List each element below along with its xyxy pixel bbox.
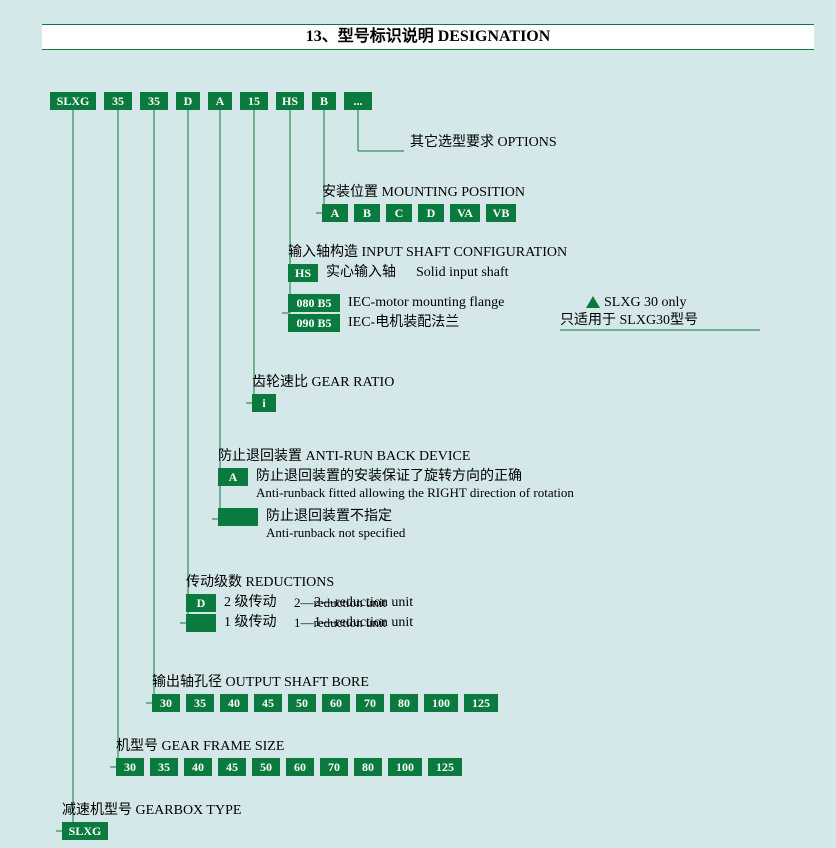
code-badge: C	[386, 204, 412, 222]
label-text: 只适用于 SLXG30型号	[560, 312, 698, 330]
label-text: 2 级传动	[224, 594, 277, 612]
code-badge: 100	[388, 758, 422, 776]
code-badge: 35	[104, 92, 132, 110]
label-text: 齿轮速比 GEAR RATIO	[252, 374, 394, 392]
connector-lines	[0, 0, 836, 848]
code-badge: 80	[354, 758, 382, 776]
label-text: 1—reduction unit	[294, 614, 386, 632]
label-text: SLXG 30 only	[604, 294, 686, 312]
code-badge: 45	[254, 694, 282, 712]
code-badge: D	[176, 92, 200, 110]
code-badge: 35	[186, 694, 214, 712]
label-text: Anti-runback fitted allowing the RIGHT d…	[256, 484, 574, 502]
code-badge: 30	[116, 758, 144, 776]
label-text: 1 级传动	[224, 614, 277, 632]
label-text: Solid input shaft	[416, 264, 509, 282]
label-text: 输出轴孔径 OUTPUT SHAFT BORE	[152, 674, 369, 692]
code-badge: 35	[140, 92, 168, 110]
code-badge: 70	[320, 758, 348, 776]
code-badge: 125	[428, 758, 462, 776]
code-badge: A	[208, 92, 232, 110]
code-badge: B	[354, 204, 380, 222]
label-text: 防止退回装置 ANTI-RUN BACK DEVICE	[218, 448, 470, 466]
code-badge: 080 B5	[288, 294, 340, 312]
title-text: 13、型号标识说明 DESIGNATION	[306, 28, 551, 45]
label-text: IEC-motor mounting flange	[348, 294, 504, 312]
code-badge: B	[312, 92, 336, 110]
code-badge: D	[186, 594, 216, 612]
code-badge: SLXG	[50, 92, 96, 110]
code-badge: 40	[184, 758, 212, 776]
code-badge: HS	[276, 92, 304, 110]
code-badge: 60	[322, 694, 350, 712]
code-badge: 100	[424, 694, 458, 712]
code-badge: ...	[344, 92, 372, 110]
code-badge: SLXG	[62, 822, 108, 840]
label-text: 减速机型号 GEARBOX TYPE	[62, 802, 241, 820]
label-text: 机型号 GEAR FRAME SIZE	[116, 738, 284, 756]
code-badge: 125	[464, 694, 498, 712]
code-badge: 70	[356, 694, 384, 712]
label-text: 输入轴构造 INPUT SHAFT CONFIGURATION	[288, 244, 567, 262]
code-badge: 090 B5	[288, 314, 340, 332]
blank-badge	[218, 508, 258, 526]
code-badge: VB	[486, 204, 516, 222]
code-badge: 30	[152, 694, 180, 712]
code-badge: 50	[252, 758, 280, 776]
code-badge: 45	[218, 758, 246, 776]
warning-icon	[586, 296, 600, 308]
code-badge: i	[252, 394, 276, 412]
label-text: 安装位置 MOUNTING POSITION	[322, 184, 525, 202]
code-badge: 40	[220, 694, 248, 712]
label-text: IEC-电机装配法兰	[348, 314, 459, 332]
code-badge: 80	[390, 694, 418, 712]
blank-badge	[186, 614, 216, 632]
code-badge: A	[322, 204, 348, 222]
code-badge: 50	[288, 694, 316, 712]
code-badge: 60	[286, 758, 314, 776]
code-badge: HS	[288, 264, 318, 282]
label-text: 传动级数 REDUCTIONS	[186, 574, 334, 592]
label-text: 其它选型要求 OPTIONS	[410, 134, 557, 152]
code-badge: 35	[150, 758, 178, 776]
code-badge: D	[418, 204, 444, 222]
code-badge: VA	[450, 204, 480, 222]
label-text: 实心输入轴	[326, 264, 396, 282]
label-text: 2—reduction unit	[294, 594, 386, 612]
label-text: Anti-runback not specified	[266, 524, 405, 542]
code-badge: A	[218, 468, 248, 486]
title-bar: 13、型号标识说明 DESIGNATION	[42, 24, 814, 50]
code-badge: 15	[240, 92, 268, 110]
